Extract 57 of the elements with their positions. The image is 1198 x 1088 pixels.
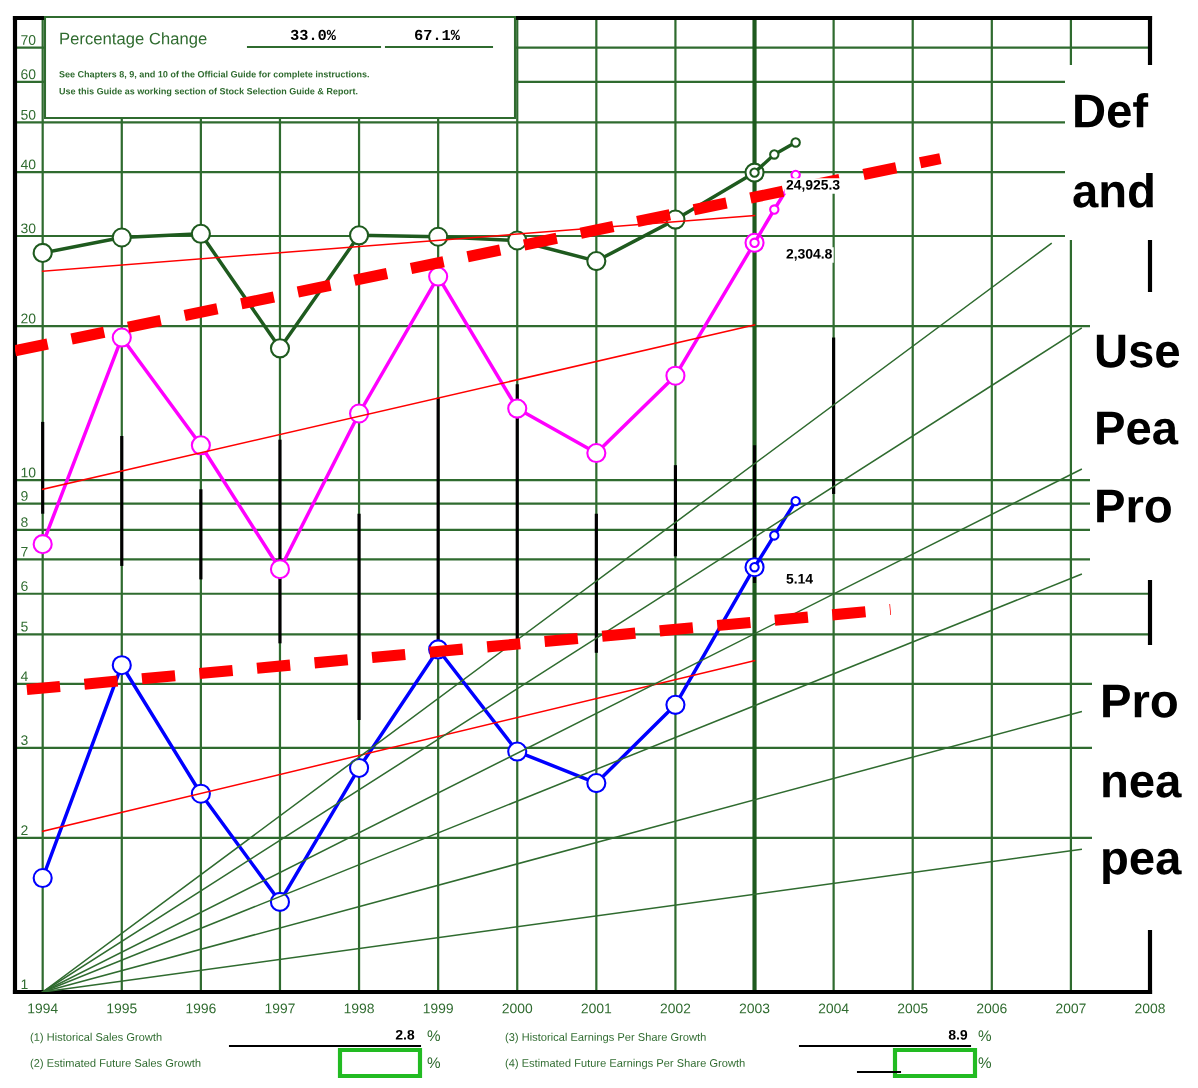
x-tick-label: 2005 <box>897 1003 928 1014</box>
x-tick-label: 2000 <box>502 1003 533 1014</box>
annotation: Def <box>1075 92 1149 128</box>
text: (2) Estimated Future Sales Growth <box>30 1058 201 1070</box>
text: (1) Historical Sales Growth <box>30 1032 162 1044</box>
annotation: 24,925.3 <box>786 179 840 192</box>
annotation: Pro <box>1103 684 1177 718</box>
annotation: 67.1% <box>415 29 460 41</box>
annotation: Use <box>1096 334 1180 368</box>
annotation: Pro <box>1097 489 1171 523</box>
annotation: 5.14 <box>786 574 813 584</box>
x-tick-label: 2004 <box>818 1003 849 1014</box>
y-tick-label: 60 <box>21 69 36 80</box>
annotation: 2,304.8 <box>786 248 832 261</box>
text: (4) Estimated Future Earnings Per Share Growth <box>505 1058 745 1070</box>
text: 8.9 <box>948 1029 968 1040</box>
text: 2.8 <box>395 1029 415 1040</box>
x-tick-label: 2003 <box>739 1003 770 1014</box>
annotation: Percentage Change <box>60 32 207 48</box>
x-tick-label: 2007 <box>1056 1003 1086 1014</box>
x-tick-label: 1996 <box>186 1003 216 1014</box>
text: (3) Historical Earnings Per Share Growth <box>505 1032 706 1044</box>
x-tick-label: 1997 <box>265 1003 295 1014</box>
annotation: See Chapters 8, 9, and 10 of the Official Guide for complete instructions. <box>59 70 369 80</box>
y-tick-label: 10 <box>21 467 36 478</box>
y-tick-label: 4 <box>20 671 28 681</box>
x-tick-label: 2002 <box>660 1003 691 1014</box>
x-tick-label: 2006 <box>977 1003 1007 1014</box>
y-tick-label: 70 <box>21 35 36 45</box>
text: % <box>427 1030 441 1042</box>
text: % <box>978 1030 992 1042</box>
y-tick-label: 3 <box>21 735 28 746</box>
y-tick-label: 20 <box>21 313 36 324</box>
y-tick-label: 9 <box>21 491 28 501</box>
x-tick-label: 1998 <box>344 1003 374 1014</box>
annotation: pea <box>1103 848 1182 885</box>
y-tick-label: 40 <box>20 159 36 170</box>
annotation: and <box>1073 172 1153 208</box>
y-tick-label: 2 <box>21 825 28 836</box>
x-tick-label: 1995 <box>107 1003 137 1014</box>
x-tick-label: 1994 <box>28 1003 58 1014</box>
y-tick-label: 7 <box>21 547 28 557</box>
y-tick-label: 5 <box>21 621 28 632</box>
x-tick-label: 2008 <box>1135 1003 1165 1014</box>
y-tick-label: 6 <box>21 581 28 591</box>
text: % <box>978 1057 992 1069</box>
y-tick-label: 1 <box>21 979 28 990</box>
text: % <box>427 1057 441 1069</box>
annotation: 33.0% <box>290 29 336 41</box>
y-tick-label: 8 <box>21 517 28 528</box>
annotation: Use this Guide as working section of Stock Selection Guide & Report. <box>59 87 358 97</box>
annotation: nea <box>1103 771 1182 798</box>
y-tick-label: 50 <box>21 109 36 120</box>
y-tick-label: 30 <box>21 223 36 234</box>
annotation: Pea <box>1097 411 1179 445</box>
x-tick-label: 1999 <box>423 1003 453 1014</box>
x-tick-label: 2001 <box>581 1003 612 1014</box>
